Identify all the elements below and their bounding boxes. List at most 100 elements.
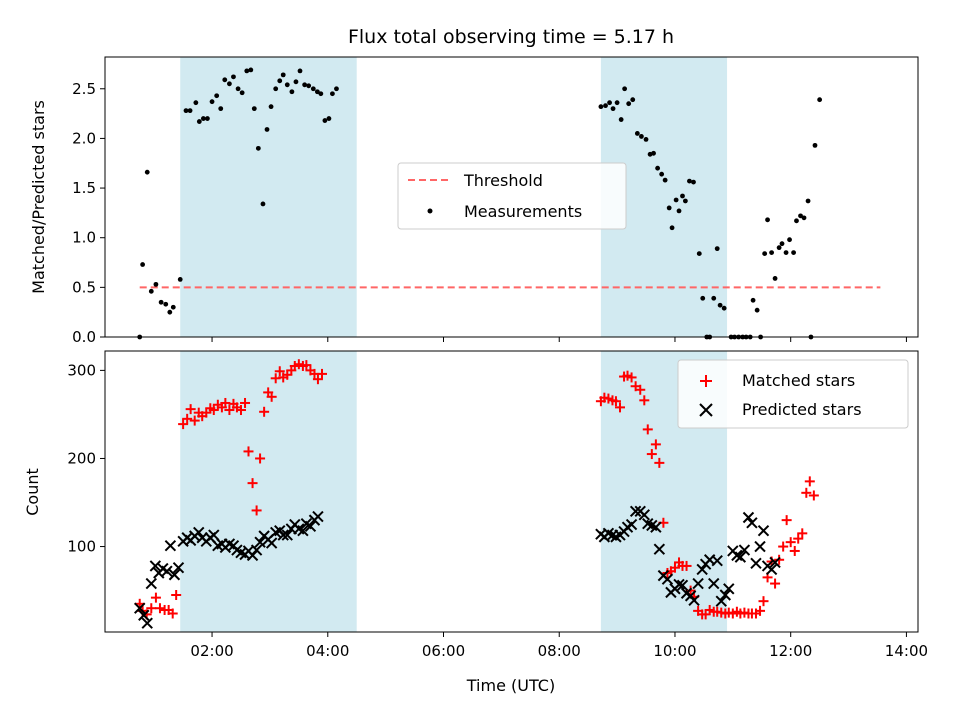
measurement-point bbox=[673, 197, 679, 203]
measurement-point bbox=[297, 68, 303, 74]
measurement-point bbox=[643, 137, 649, 142]
predicted-star-point bbox=[711, 554, 723, 567]
observing-window-shade bbox=[180, 57, 357, 337]
count-x-label: Time (UTC) bbox=[466, 676, 555, 695]
matched-star-point bbox=[251, 505, 262, 516]
measurement-point bbox=[322, 118, 328, 123]
measurement-point bbox=[218, 106, 224, 112]
count-legend-box bbox=[677, 359, 909, 429]
measurement-point bbox=[618, 117, 624, 122]
measurement-point bbox=[817, 97, 823, 103]
x-tick-label: 14:00 bbox=[885, 642, 928, 660]
measurement-point bbox=[248, 67, 254, 73]
predicted-star-point bbox=[676, 579, 689, 592]
measurement-point bbox=[264, 127, 270, 132]
predicted-star-point bbox=[277, 529, 289, 541]
count-x-axis: 02:00 04:00 06:00 08:00 10:00 12:00 14:00 bbox=[190, 632, 928, 660]
matched-star-point bbox=[669, 562, 680, 573]
measurement-point bbox=[607, 100, 612, 106]
legend-predicted-swatch bbox=[699, 403, 713, 417]
observing-windows bbox=[180, 351, 728, 632]
matched-star-point bbox=[614, 402, 625, 413]
measurement-point bbox=[659, 171, 665, 177]
matched-star-point bbox=[804, 476, 815, 487]
measurement-point bbox=[255, 145, 261, 151]
measurement-point bbox=[687, 178, 692, 184]
measurement-point bbox=[776, 245, 782, 251]
predicted-star-point bbox=[696, 563, 708, 576]
matched-star-point bbox=[770, 578, 781, 589]
measurement-point bbox=[762, 251, 768, 256]
matched-star-point bbox=[240, 397, 251, 408]
matched-star-point bbox=[146, 603, 157, 614]
y-tick-label: 2.5 bbox=[72, 80, 96, 98]
count-legend: Matched stars Predicted stars bbox=[677, 359, 909, 429]
measurement-point bbox=[183, 108, 189, 114]
predicted-star-point bbox=[250, 544, 263, 556]
predicted-star-point bbox=[708, 577, 720, 590]
measurement-point bbox=[662, 177, 668, 183]
measurement-point bbox=[721, 305, 727, 311]
matched-star-point bbox=[758, 596, 769, 607]
measurement-point bbox=[772, 276, 778, 281]
observing-window-shade bbox=[180, 351, 357, 632]
measurement-point bbox=[696, 251, 702, 256]
matched-star-point bbox=[639, 395, 650, 406]
x-tick-label: 10:00 bbox=[653, 642, 696, 660]
predicted-star-point bbox=[141, 617, 153, 629]
x-tick-label: 12:00 bbox=[769, 642, 812, 660]
measurement-point bbox=[200, 116, 206, 121]
measurement-point bbox=[669, 225, 675, 231]
measurement-point bbox=[268, 104, 274, 110]
legend-matched-label: Matched stars bbox=[742, 371, 855, 390]
matched-star-point bbox=[185, 404, 196, 415]
measurement-point bbox=[651, 150, 656, 156]
matched-star-point bbox=[266, 391, 277, 402]
ratio-y-axis: 0.0 0.5 1.0 1.5 2.0 2.5 bbox=[72, 80, 105, 346]
predicted-star-point bbox=[723, 583, 735, 595]
predicted-star-point bbox=[145, 577, 157, 590]
predicted-star-point bbox=[138, 609, 150, 621]
measurement-point bbox=[639, 134, 644, 139]
observing-windows bbox=[180, 57, 728, 337]
predicted-star-point bbox=[746, 517, 758, 529]
x-tick-label: 06:00 bbox=[422, 642, 465, 660]
measurement-point bbox=[622, 86, 628, 92]
matched-star-point bbox=[259, 406, 270, 417]
measurement-point bbox=[280, 72, 286, 78]
matched-star-point bbox=[646, 449, 657, 460]
predicted-star-point bbox=[692, 577, 704, 590]
predicted-star-point bbox=[742, 511, 755, 524]
measurement-point bbox=[603, 103, 608, 109]
measurement-point bbox=[306, 83, 312, 89]
count-panel: 100 200 300 02:00 04:00 06:00 08:00 10:00 12:00… bbox=[23, 350, 928, 695]
measurement-point bbox=[310, 86, 316, 92]
predicted-star-point bbox=[731, 549, 743, 562]
matched-star-point bbox=[247, 478, 258, 489]
measurement-point bbox=[791, 250, 796, 256]
predicted-star-point bbox=[653, 543, 666, 555]
legend-measurements-swatch bbox=[427, 208, 433, 214]
x-tick-label: 04:00 bbox=[306, 642, 349, 660]
measurement-point bbox=[798, 213, 803, 219]
measurement-point bbox=[170, 304, 176, 310]
measurement-point bbox=[222, 77, 228, 83]
matched-star-point bbox=[789, 545, 800, 556]
measurement-point bbox=[680, 193, 685, 199]
predicted-star-point bbox=[134, 602, 146, 614]
predicted-star-point bbox=[149, 560, 162, 572]
predicted-star-point bbox=[734, 551, 747, 563]
measurement-point bbox=[779, 241, 785, 247]
matched-star-point bbox=[793, 533, 804, 544]
ratio-legend-box bbox=[397, 162, 627, 230]
predicted-star-point bbox=[715, 595, 727, 607]
x-tick-label: 08:00 bbox=[538, 642, 581, 660]
measurement-point bbox=[676, 208, 682, 214]
measurement-point bbox=[769, 250, 775, 256]
matched-star-point bbox=[801, 487, 812, 498]
measurement-point bbox=[214, 93, 220, 99]
matched-star-point bbox=[635, 384, 646, 395]
predicted-star-point bbox=[254, 536, 266, 548]
y-tick-label: 1.5 bbox=[72, 179, 96, 197]
